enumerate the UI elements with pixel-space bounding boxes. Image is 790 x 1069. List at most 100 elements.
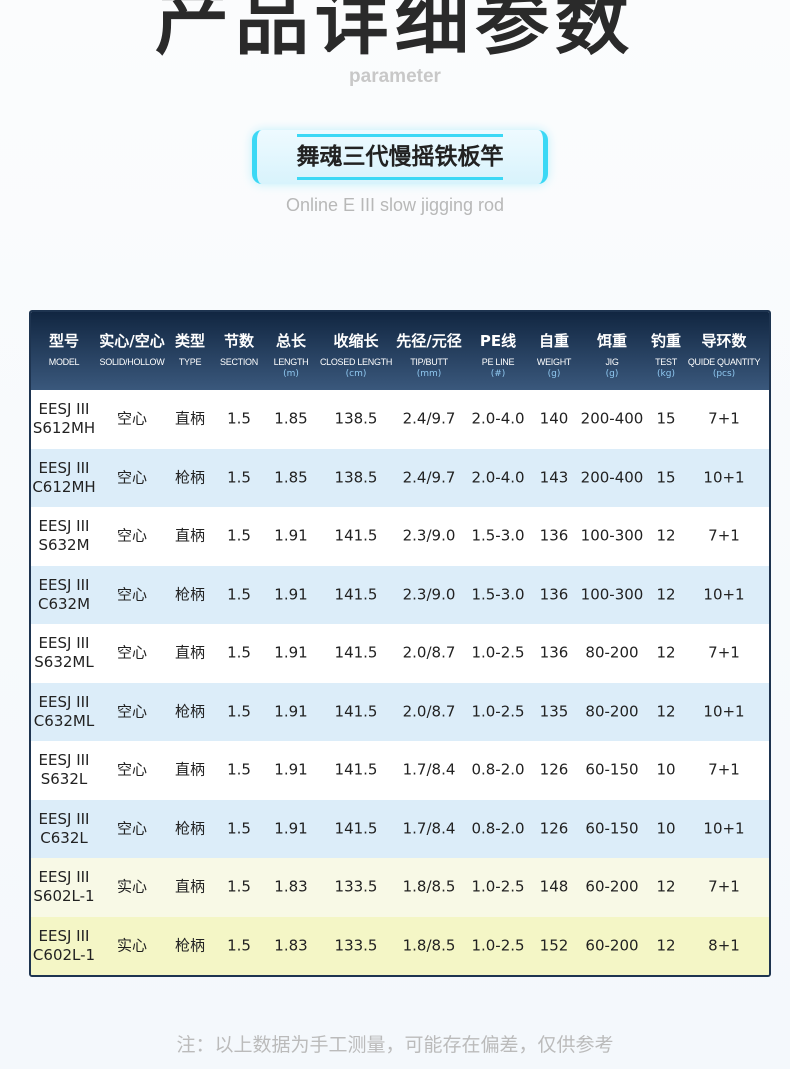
column-header-cn: PE线 (479, 332, 517, 350)
column-header-unit: (cm) (345, 369, 367, 379)
table-cell: 143 (539, 468, 569, 487)
column-header-cn: 收缩长 (333, 332, 379, 350)
table-cell: 直柄 (174, 877, 206, 896)
table-cell: 200-400 (580, 468, 644, 487)
column-header-en: PE LINE (481, 357, 515, 367)
table-row: EESJ III S632M 空心 直柄 1.5 1.91 141.5 2.3/9.0 1.5-… (31, 507, 769, 566)
table-cell: 空心 (116, 819, 148, 838)
table-row: EESJ III S602L-1 实心 直柄 1.5 1.83 133.5 1.8/8.5 1.… (31, 858, 769, 917)
table-cell: 7+1 (708, 409, 740, 428)
table-cell: 2.0-4.0 (471, 409, 525, 428)
table-cell: 12 (656, 877, 676, 896)
table-cell: 2.4/9.7 (402, 409, 456, 428)
table-cell: 148 (539, 877, 569, 896)
table-cell: 1.0-2.5 (471, 877, 525, 896)
column-header-unit: (m) (283, 369, 299, 379)
table-cell: 1.7/8.4 (402, 760, 456, 779)
product-name: 舞魂三代慢摇铁板竿 (296, 144, 504, 170)
table-cell: 141.5 (334, 702, 378, 721)
table-row: EESJ III C602L-1 实心 枪柄 1.5 1.83 133.5 1.8/8.5 1.… (31, 916, 769, 975)
model-series: EESJ III (38, 692, 90, 711)
table-cell: 1.0-2.5 (471, 936, 525, 955)
table-cell: 1.5 (227, 526, 251, 545)
column-header-unit: (#) (490, 369, 506, 379)
table-cell: 138.5 (334, 409, 378, 428)
column-header: 先径/元径 TIP/BUTT (mm) (396, 330, 461, 379)
column-header-en: LENGTH (273, 357, 309, 367)
table-cell: 200-400 (580, 409, 644, 428)
column-header-cn: 钓重 (650, 332, 682, 350)
table-cell: 10 (656, 819, 676, 838)
table-cell: 133.5 (334, 936, 378, 955)
column-header-en: QUIDE QUANTITY (687, 357, 761, 367)
table-cell: 实心 (116, 877, 148, 896)
table-cell: 100-300 (580, 526, 644, 545)
table-cell: 10 (656, 760, 676, 779)
table-cell: 1.5 (227, 819, 251, 838)
table-row: EESJ III C632L 空心 枪柄 1.5 1.91 141.5 1.7/8.4 0.8-… (31, 799, 769, 858)
table-body: EESJ III S612MH 空心 直柄 1.5 1.85 138.5 2.4/9.7 2.0… (31, 390, 769, 975)
table-cell: 枪柄 (174, 819, 206, 838)
table-cell: 1.5-3.0 (471, 526, 525, 545)
cell-model: EESJ III C612MH (32, 459, 95, 497)
model-code: S612MH (32, 419, 96, 438)
column-header-cn: 节数 (223, 332, 254, 350)
disclaimer-note: 注：以上数据为手工测量，可能存在偏差，仅供参考 (176, 1034, 614, 1056)
model-code: S632ML (34, 653, 94, 672)
model-code: C632ML (33, 711, 95, 730)
column-header-en: JIG (605, 357, 619, 367)
table-cell: 1.5 (227, 877, 251, 896)
table-cell: 枪柄 (174, 585, 206, 604)
table-cell: 1.0-2.5 (471, 702, 525, 721)
table-cell: 2.0/8.7 (402, 643, 456, 662)
cell-model: EESJ III S612MH (33, 400, 95, 438)
table-cell: 枪柄 (174, 702, 206, 721)
table-cell: 7+1 (708, 526, 740, 545)
product-name-en: Online E III slow jigging rod (285, 195, 505, 215)
page-title: 产品详细参数 (155, 0, 635, 65)
table-cell: 1.83 (274, 877, 308, 896)
table-cell: 空心 (116, 643, 148, 662)
column-header: 型号 MODEL (49, 330, 80, 369)
table-cell: 152 (539, 936, 569, 955)
table-cell: 126 (539, 760, 569, 779)
cell-model: EESJ III S632L (39, 751, 90, 789)
table-cell: 0.8-2.0 (471, 819, 525, 838)
model-series: EESJ III (38, 517, 90, 536)
table-cell: 136 (539, 643, 569, 662)
spec-table: 型号 MODEL 实心/空心 SOLID/HOLLOW 类型 TYPE 节数 SECTION 总… (29, 310, 771, 977)
column-header: 节数 SECTION (220, 330, 258, 369)
table-cell: 1.5 (227, 409, 251, 428)
table-cell: 0.8-2.0 (471, 760, 525, 779)
table-cell: 60-200 (585, 936, 639, 955)
column-header: 类型 TYPE (175, 330, 205, 369)
column-header: 自重 WEIGHT (g) (537, 330, 572, 379)
table-cell: 133.5 (334, 877, 378, 896)
column-header: PE线 PE LINE (#) (480, 330, 516, 379)
column-header-en: CLOSED LENGTH (319, 357, 393, 367)
table-cell: 1.5 (227, 936, 251, 955)
column-header: 导环数 QUIDE QUANTITY (pcs) (687, 330, 761, 379)
column-header-en: TEST (655, 357, 677, 367)
table-cell: 1.8/8.5 (402, 877, 456, 896)
model-series: EESJ III (38, 809, 90, 828)
table-cell: 141.5 (334, 760, 378, 779)
table-cell: 15 (656, 409, 676, 428)
model-series: EESJ III (38, 458, 90, 477)
table-cell: 1.5 (227, 468, 251, 487)
model-code: C632L (40, 828, 88, 847)
column-header: 总长 LENGTH (m) (274, 330, 309, 379)
column-header-unit: (g) (547, 369, 561, 379)
table-cell: 2.0-4.0 (471, 468, 525, 487)
table-cell: 141.5 (334, 585, 378, 604)
table-row: EESJ III C632ML 空心 枪柄 1.5 1.91 141.5 2.0/8.7 1.0… (31, 682, 769, 741)
column-header-cn: 实心/空心 (99, 332, 165, 350)
column-header-cn: 先径/元径 (396, 332, 462, 350)
table-cell: 7+1 (708, 877, 740, 896)
cell-model: EESJ III C632ML (34, 693, 94, 731)
table-cell: 1.5-3.0 (471, 585, 525, 604)
table-cell: 1.91 (274, 819, 308, 838)
column-header-unit: (pcs) (712, 369, 736, 379)
model-series: EESJ III (38, 400, 90, 419)
subtitle: parameter (349, 66, 441, 87)
